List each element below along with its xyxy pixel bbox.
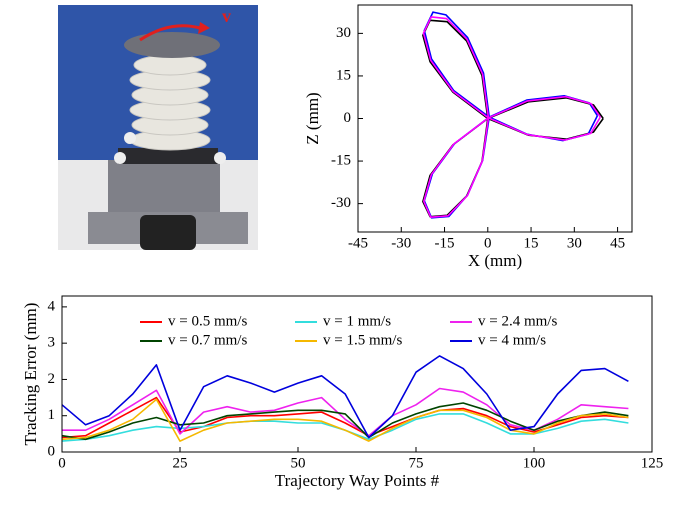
series-line (422, 19, 604, 218)
legend-label: v = 4 mm/s (478, 332, 546, 348)
robot-top (124, 32, 220, 58)
robot-collar (118, 148, 218, 164)
rotation-arrow (139, 24, 201, 42)
x-tick-label: -30 (391, 235, 411, 251)
plot-frame (61, 295, 653, 453)
x-tick-label: 30 (567, 235, 582, 251)
robot-photo: v (58, 5, 258, 250)
robot-base (108, 160, 220, 215)
y-tick-label: 0 (344, 110, 352, 126)
legend-label: v = 2.4 mm/s (478, 313, 557, 329)
legend-label: v = 0.5 mm/s (168, 313, 247, 329)
marker (114, 152, 126, 164)
x-tick-label: -45 (348, 235, 368, 251)
velocity-label: v (222, 6, 231, 26)
y-tick-label: 1 (48, 407, 56, 423)
bellows (129, 54, 211, 151)
series-line (61, 398, 629, 442)
series-line (61, 402, 629, 441)
series-line (423, 11, 599, 219)
y-tick-label: 15 (336, 67, 351, 83)
y-tick-label: 30 (336, 25, 351, 41)
x-tick-label: -15 (435, 235, 455, 251)
x-tick-label: 15 (524, 235, 539, 251)
legend-label: v = 0.7 mm/s (168, 332, 247, 348)
x-tick-label: 100 (523, 455, 546, 471)
series-line (61, 355, 629, 439)
x-axis-title: X (mm) (468, 251, 522, 270)
marker (214, 152, 226, 164)
series-line (61, 396, 629, 439)
robot-slot (140, 215, 196, 250)
x-tick-label: 0 (58, 455, 66, 471)
y-axis-title: Tracking Error (mm) (21, 303, 40, 446)
x-tick-label: 125 (641, 455, 664, 471)
arrow-head (198, 22, 210, 34)
marker (124, 132, 136, 144)
y-tick-label: -30 (331, 195, 351, 211)
series-line (61, 413, 629, 442)
plot-frame (357, 4, 633, 233)
y-tick-label: 3 (48, 335, 56, 351)
x-tick-label: 0 (484, 235, 492, 251)
y-tick-label: -15 (331, 153, 351, 169)
x-tick-label: 25 (173, 455, 188, 471)
x-tick-label: 45 (610, 235, 625, 251)
x-axis-title: Trajectory Way Points # (275, 471, 440, 490)
y-tick-label: 0 (48, 443, 56, 459)
y-axis-title: Z (mm) (303, 92, 322, 144)
y-tick-label: 2 (48, 371, 56, 387)
legend-label: v = 1 mm/s (323, 313, 391, 329)
legend-label: v = 1.5 mm/s (323, 332, 402, 348)
y-tick-label: 4 (48, 298, 56, 314)
series-line (422, 16, 601, 218)
x-tick-label: 75 (409, 455, 424, 471)
x-tick-label: 50 (291, 455, 306, 471)
